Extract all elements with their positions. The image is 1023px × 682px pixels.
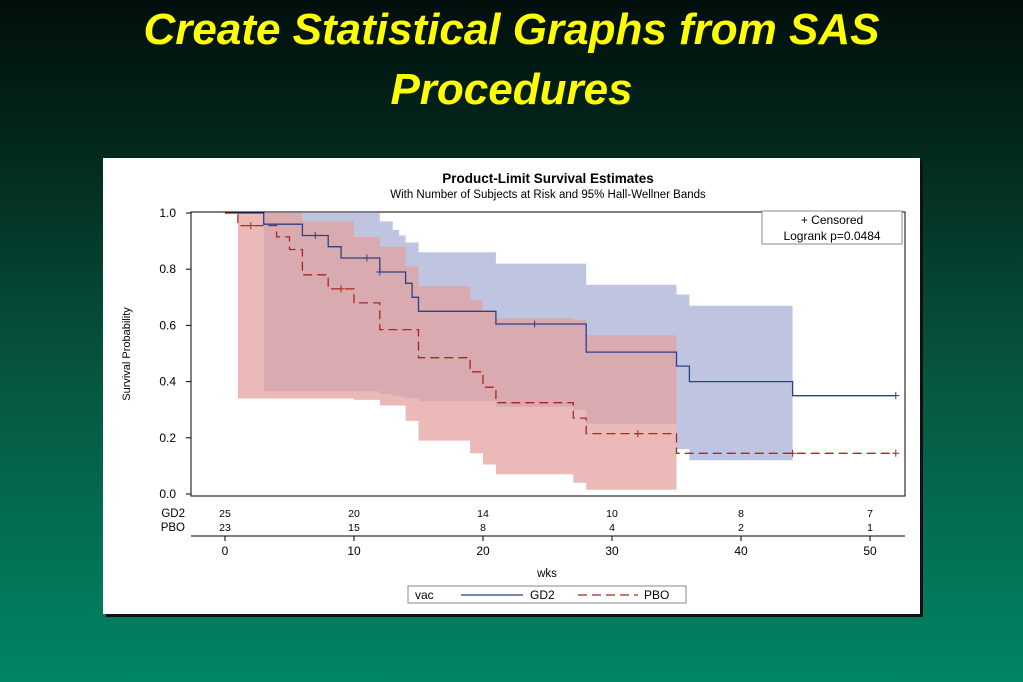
y-axis-label: Survival Probability xyxy=(121,307,133,401)
x-tick-label-5: 50 xyxy=(863,544,877,558)
survival-chart: Product-Limit Survival Estimates With Nu… xyxy=(121,171,906,604)
axes: 0.0 0.2 0.4 0.6 0.8 1.0 0 10 20 30 40 50 xyxy=(159,206,905,558)
at-risk-label-pbo: PBO xyxy=(161,522,185,534)
censor-mark-gd2-2 xyxy=(376,268,384,276)
inset-logrank: Logrank p=0.0484 xyxy=(783,229,880,243)
x-tick-label-2: 20 xyxy=(476,544,490,558)
censor-mark-pbo-0 xyxy=(247,222,255,230)
slide-title-line1: Create Statistical Graphs from SAS xyxy=(143,5,880,54)
at-risk-value-gd2-3: 10 xyxy=(606,508,618,520)
at-risk-value-pbo-0: 23 xyxy=(219,522,231,534)
legend-box xyxy=(407,585,687,604)
at-risk-value-gd2-4: 8 xyxy=(738,508,744,520)
x-tick-label-1: 10 xyxy=(347,544,361,558)
curve-pbo xyxy=(225,212,896,454)
at-risk-value-pbo-1: 15 xyxy=(348,522,360,534)
at-risk-value-gd2-1: 20 xyxy=(348,508,360,520)
at-risk-value-pbo-5: 1 xyxy=(867,522,873,534)
x-tick-label-0: 0 xyxy=(222,544,229,558)
censor-mark-pbo-4 xyxy=(892,449,900,457)
chart-subtitle: With Number of Subjects at Risk and 95% … xyxy=(390,189,706,201)
at-risk-value-pbo-2: 8 xyxy=(480,522,486,534)
censor-marks xyxy=(247,222,900,457)
at-risk-value-gd2-0: 25 xyxy=(219,508,231,520)
y-tick-label-0: 0.0 xyxy=(159,487,176,501)
inset-censored: + Censored xyxy=(801,213,863,227)
band-pbo xyxy=(237,213,677,490)
at-risk-value-gd2-2: 14 xyxy=(477,508,489,520)
x-tick-label-4: 40 xyxy=(734,544,748,558)
confidence-bands xyxy=(237,213,793,490)
chart-title: Product-Limit Survival Estimates xyxy=(442,171,654,186)
plot-area xyxy=(190,211,906,497)
y-tick-label-4: 0.8 xyxy=(159,262,176,276)
y-tick-label-3: 0.6 xyxy=(159,318,176,332)
at-risk-value-gd2-5: 7 xyxy=(867,508,873,520)
y-tick-label-2: 0.4 xyxy=(159,375,176,389)
at-risk-value-pbo-3: 4 xyxy=(609,522,615,534)
censor-mark-gd2-4 xyxy=(892,392,900,400)
censor-mark-gd2-0 xyxy=(311,231,319,239)
y-tick-label-1: 0.2 xyxy=(159,431,176,445)
censor-mark-pbo-2 xyxy=(634,430,642,438)
legend-label-gd2: GD2 xyxy=(530,588,555,602)
censor-mark-gd2-1 xyxy=(363,254,371,262)
chart-frame: Product-Limit Survival Estimates With Nu… xyxy=(103,158,920,614)
at-risk-table: GD2 25 20 14 10 8 7 PBO 23 15 8 4 2 1 xyxy=(161,508,873,534)
censor-mark-pbo-1 xyxy=(337,285,345,293)
x-axis-label: wks xyxy=(536,568,557,580)
censor-mark-gd2-3 xyxy=(531,320,539,328)
slide-title-line2: Procedures xyxy=(390,65,633,114)
at-risk-value-pbo-4: 2 xyxy=(738,522,744,534)
legend-label-pbo: PBO xyxy=(644,588,669,602)
inset-box xyxy=(761,210,903,245)
censor-mark-pbo-3 xyxy=(789,449,797,457)
x-tick-label-3: 30 xyxy=(605,544,619,558)
legend-title: vac xyxy=(415,588,434,602)
slide-title: Create Statistical Graphs from SAS Proce… xyxy=(0,0,1023,120)
at-risk-label-gd2: GD2 xyxy=(161,508,185,520)
y-tick-label-5: 1.0 xyxy=(159,206,176,220)
